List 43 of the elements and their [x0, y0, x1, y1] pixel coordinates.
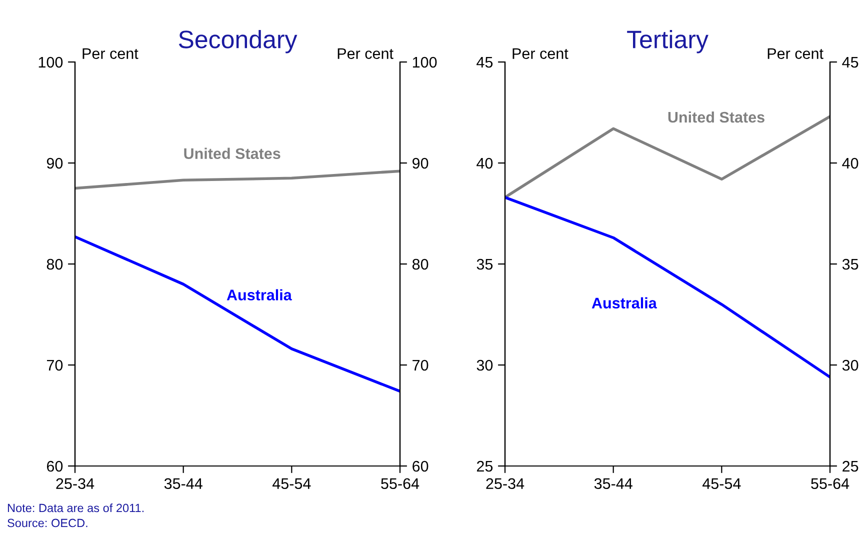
text: Note: Data are as of 2011.	[8, 504, 144, 512]
y-tick-label: 70	[46, 360, 63, 371]
y2-axis-title: Per cent	[768, 48, 824, 59]
x-tick-label: 25-34	[486, 478, 524, 490]
y2-tick-label: 100	[412, 56, 437, 68]
y-tick-label: 60	[46, 460, 63, 472]
y-tick-label: 80	[46, 258, 63, 270]
y2-tick-label: 30	[842, 360, 858, 371]
y2-tick-label: 45	[842, 57, 858, 68]
source-note: Source: OECD.	[8, 518, 88, 528]
y2-tick-label: 40	[842, 158, 858, 169]
x-tick-label: 25-34	[56, 478, 94, 490]
chart-title: Tertiary	[627, 30, 708, 54]
y-tick-label: 30	[476, 360, 493, 371]
y2-tick-label: 60	[412, 460, 428, 472]
y-axis-title: Per cent	[512, 48, 568, 59]
y-tick-label: 45	[476, 57, 493, 68]
x-tick-label: 45-54	[272, 478, 311, 490]
y-axis-title: Per cent	[82, 48, 138, 59]
line-series	[75, 235, 400, 393]
y2-axis-title: Per cent	[338, 48, 394, 59]
y2-tick-label: 35	[842, 258, 858, 270]
y2-tick-label: 70	[412, 360, 428, 371]
series-label: Australia	[592, 297, 657, 308]
series-label: United States	[668, 111, 764, 123]
y-tick-label: 100	[38, 56, 63, 68]
y-tick-label: 35	[476, 258, 493, 270]
y2-tick-label: 25	[842, 460, 858, 472]
y2-tick-label: 90	[412, 158, 428, 169]
line-series	[505, 196, 830, 379]
chart-title: Secondary	[178, 30, 298, 54]
line-series	[75, 170, 400, 190]
series-label: Australia	[226, 289, 292, 300]
x-tick-label: 35-44	[164, 478, 202, 490]
y2-tick-label: 80	[412, 258, 428, 270]
x-tick-label: 45-54	[702, 478, 741, 490]
y-tick-label: 90	[46, 158, 63, 169]
x-tick-label: 55-64	[811, 478, 850, 490]
x-tick-label: 55-64	[381, 478, 420, 490]
series-label: United States	[184, 148, 280, 160]
y-tick-label: 25	[476, 460, 493, 472]
y-tick-label: 40	[476, 158, 493, 169]
x-tick-label: 35-44	[594, 478, 632, 490]
